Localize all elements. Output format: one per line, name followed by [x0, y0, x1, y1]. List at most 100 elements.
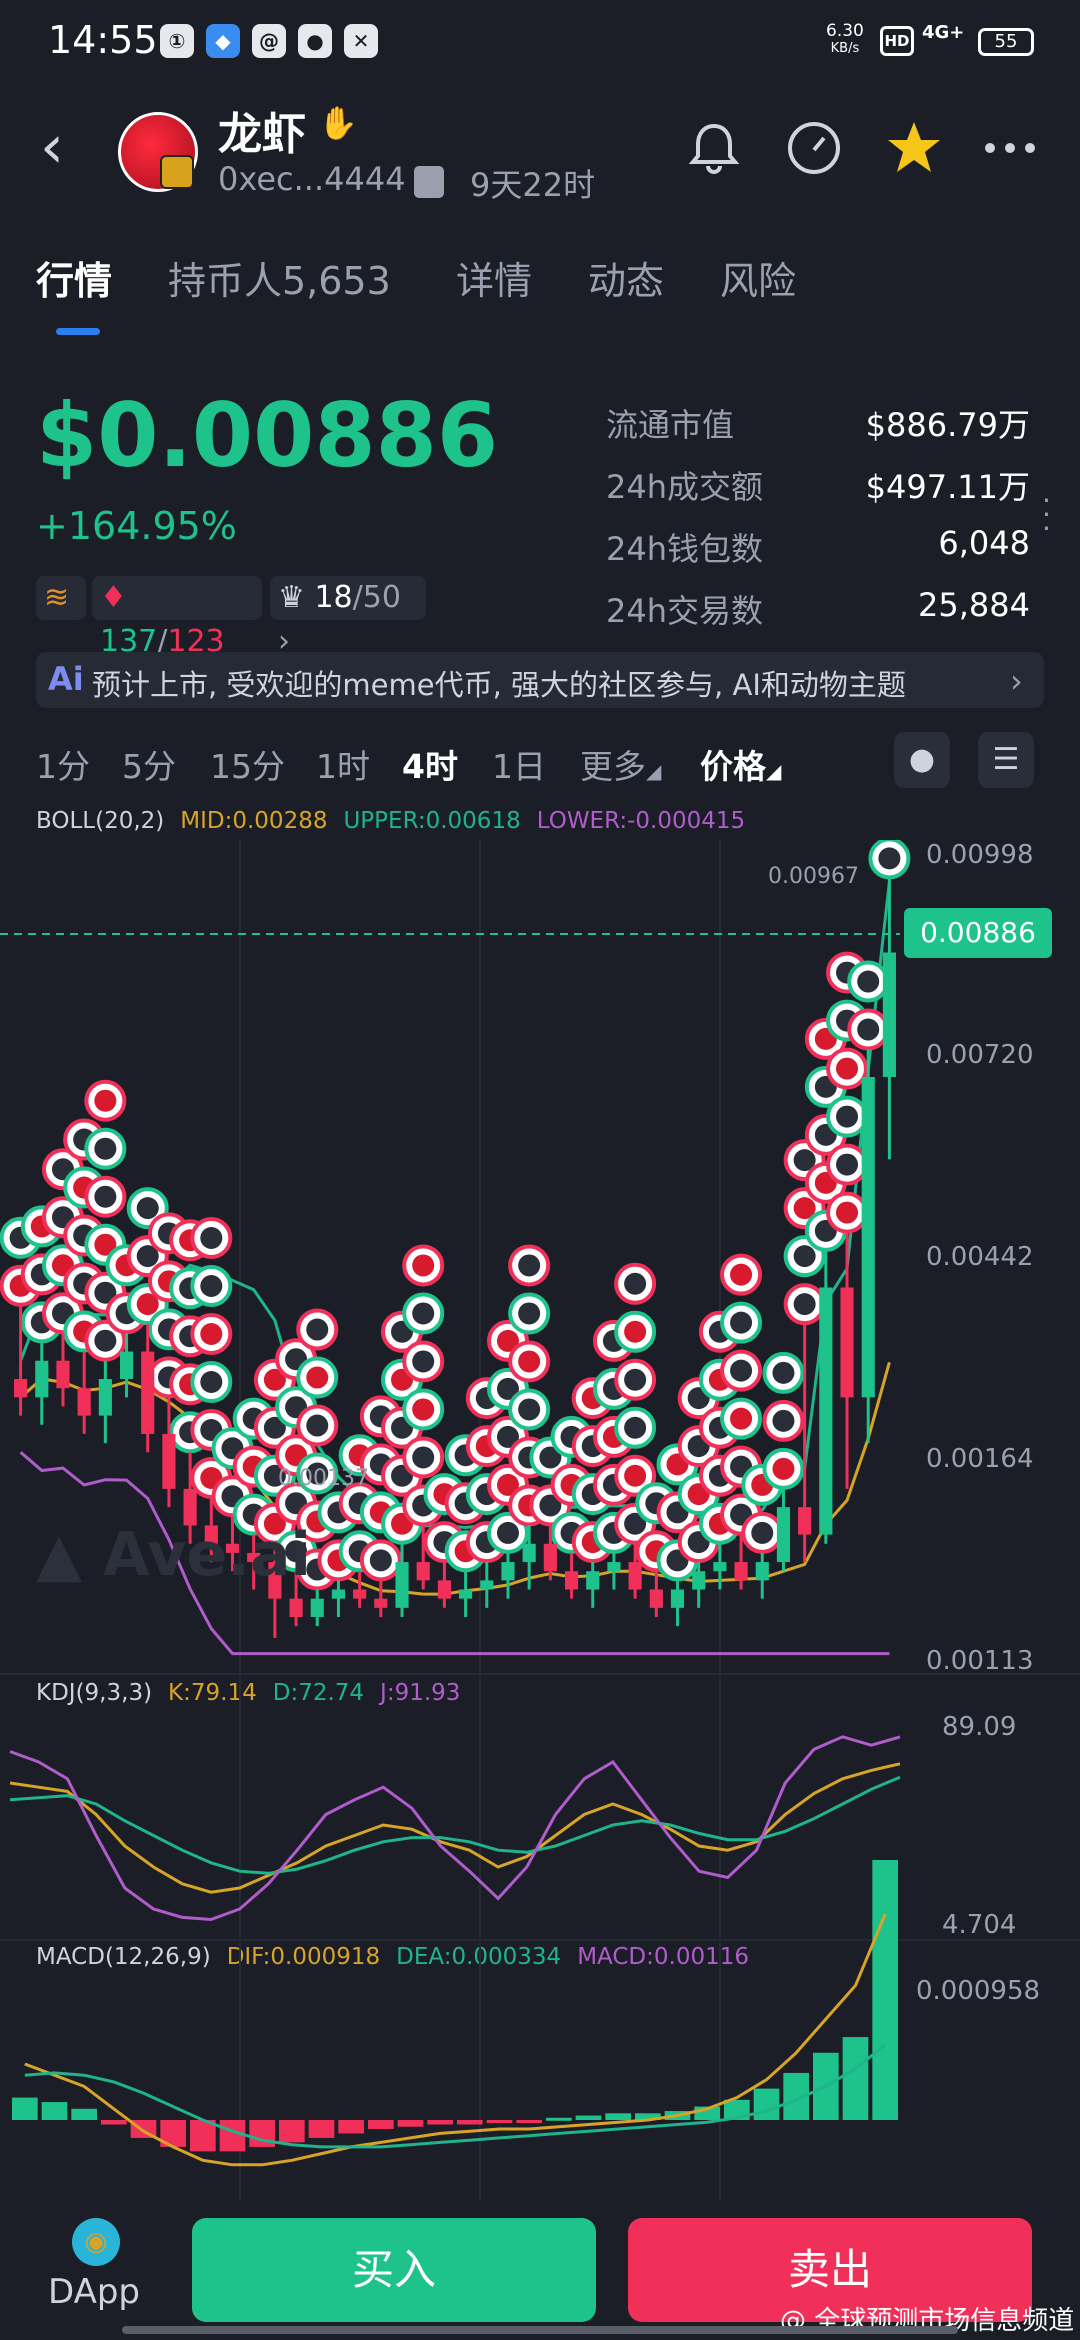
- macd-bar: [486, 2120, 513, 2123]
- home-indicator[interactable]: [122, 2326, 958, 2334]
- stat-label: 24h交易数: [606, 592, 764, 630]
- stat-label: 24h成交额: [606, 468, 764, 506]
- candle: [395, 1562, 409, 1608]
- contract-address[interactable]: 0xec...4444: [218, 160, 406, 198]
- watermark-logo: ▲ Ave.ai: [36, 1520, 311, 1590]
- moneybag-icon: ♦: [100, 580, 127, 615]
- timeframe-1d[interactable]: 1日: [492, 747, 546, 786]
- ai-summary-banner[interactable]: [36, 652, 1044, 708]
- holders-rank[interactable]: ♛ 18/50 ›: [270, 576, 426, 659]
- trader-avatar-icon: [826, 1143, 869, 1186]
- chevron-right-icon: ›: [1010, 662, 1023, 700]
- macd-bar: [190, 2120, 216, 2152]
- hd-icon: HD: [880, 26, 914, 56]
- candle: [289, 1598, 303, 1617]
- candle: [734, 1562, 748, 1581]
- token-name: 龙虾: [218, 109, 306, 160]
- stat-label: 流通市值: [606, 406, 735, 444]
- candle: [543, 1543, 557, 1572]
- candle: [35, 1360, 49, 1398]
- candle: [607, 1562, 621, 1572]
- trader-avatar-icon: [826, 1047, 869, 1090]
- trader-avatar-icon: [359, 1539, 402, 1582]
- kdj-d-line: [9, 1775, 901, 1875]
- trader-avatar-icon: [720, 1301, 763, 1344]
- macd-bar: [219, 2120, 246, 2152]
- kdj-legend: KDJ(9,3,3) K:79.14 D:72.74 J:91.93: [36, 1680, 461, 1706]
- high-label: 0.00967: [768, 864, 859, 889]
- buy-sell-count[interactable]: ♦ 137/123: [92, 576, 262, 659]
- candle: [77, 1388, 91, 1416]
- current-price-tag: 0.00886: [904, 908, 1052, 958]
- bell-icon[interactable]: [684, 118, 744, 178]
- jd-icon: ✕: [344, 24, 378, 58]
- trader-avatar-icon: [296, 1452, 339, 1495]
- star-icon[interactable]: [884, 118, 944, 178]
- trader-avatar-icon: [826, 1095, 869, 1138]
- candle: [374, 1598, 388, 1608]
- tab-holders[interactable]: 持币人5,653: [168, 259, 391, 303]
- verified-hand-icon: ✋: [318, 104, 358, 142]
- tab-market[interactable]: 行情: [36, 259, 113, 303]
- candle: [649, 1589, 663, 1608]
- macd-bar: [516, 2120, 542, 2123]
- status-bar: 14:55 ① ◆ @ ● ✕ 6.30 KB/s HD 4G+ 55: [0, 0, 1080, 84]
- price-chart[interactable]: [0, 840, 1080, 2200]
- active-tab-indicator: [56, 328, 100, 335]
- trader-avatar-icon: [84, 1127, 127, 1170]
- stat-value: 6,048: [938, 524, 1030, 562]
- candle: [459, 1589, 473, 1599]
- back-icon[interactable]: ‹: [40, 112, 64, 182]
- timeframe-1m[interactable]: 1分: [36, 747, 90, 786]
- candle: [268, 1562, 282, 1599]
- buy-button[interactable]: 买入: [192, 2218, 596, 2322]
- price-change: +164.95%: [36, 504, 237, 548]
- candle: [501, 1562, 515, 1581]
- stat-value: $886.79万: [865, 406, 1030, 444]
- candle: [586, 1571, 600, 1590]
- macd-bar: [872, 1860, 898, 2120]
- macd-bar: [101, 2120, 127, 2125]
- crown-icon: ♛: [278, 580, 305, 615]
- dapp-label[interactable]: DApp: [48, 2272, 141, 2312]
- token-age: 9天22时: [470, 166, 596, 204]
- trader-avatar-icon: [720, 1397, 763, 1440]
- candle: [776, 1507, 791, 1563]
- timeframe-1h[interactable]: 1时: [316, 747, 370, 786]
- timeframe-15m[interactable]: 15分: [210, 747, 285, 786]
- candle: [416, 1562, 430, 1581]
- candle: [628, 1562, 642, 1590]
- more-icon[interactable]: [980, 118, 1040, 178]
- macd-bar: [546, 2117, 572, 2121]
- stat-value: 25,884: [918, 586, 1030, 624]
- sell-button[interactable]: 卖出: [628, 2218, 1032, 2322]
- speed-icon[interactable]: [784, 118, 844, 178]
- tab-activity[interactable]: 动态: [588, 259, 665, 303]
- macd-bar: [427, 2120, 453, 2125]
- trader-avatar-icon: [508, 1388, 551, 1431]
- candle: [713, 1562, 727, 1572]
- tab-risk[interactable]: 风险: [720, 259, 797, 303]
- chain-badge-icon: [160, 155, 194, 189]
- macd-bar: [605, 2113, 631, 2120]
- timeframe-more[interactable]: 更多◢: [580, 747, 662, 786]
- trader-avatar-icon: [614, 1358, 657, 1401]
- pancake-icon[interactable]: ◉: [72, 2218, 120, 2266]
- trader-avatar-icon: [762, 1447, 805, 1490]
- trader-avatar-icon: [296, 1548, 339, 1591]
- timeframe-5m[interactable]: 5分: [122, 747, 176, 786]
- tab-details[interactable]: 详情: [456, 259, 533, 303]
- trader-avatar-icon: [84, 1079, 127, 1122]
- trader-avatar-icon: [84, 1319, 127, 1362]
- copy-icon[interactable]: [414, 166, 444, 198]
- ave-logo-icon: ▲: [36, 1520, 83, 1590]
- avatar-toggle-icon[interactable]: ●: [894, 732, 950, 788]
- token-avatar[interactable]: [118, 112, 198, 192]
- price-mode-select[interactable]: 价格◢: [700, 747, 782, 786]
- candle: [353, 1589, 367, 1599]
- indicator-settings-icon[interactable]: ☰: [978, 732, 1034, 788]
- candle: [882, 952, 896, 1077]
- trader-avatar-icon: [847, 1008, 890, 1051]
- timeframe-4h[interactable]: 4时: [402, 747, 458, 786]
- vertical-more-icon[interactable]: · · ·: [1042, 484, 1051, 545]
